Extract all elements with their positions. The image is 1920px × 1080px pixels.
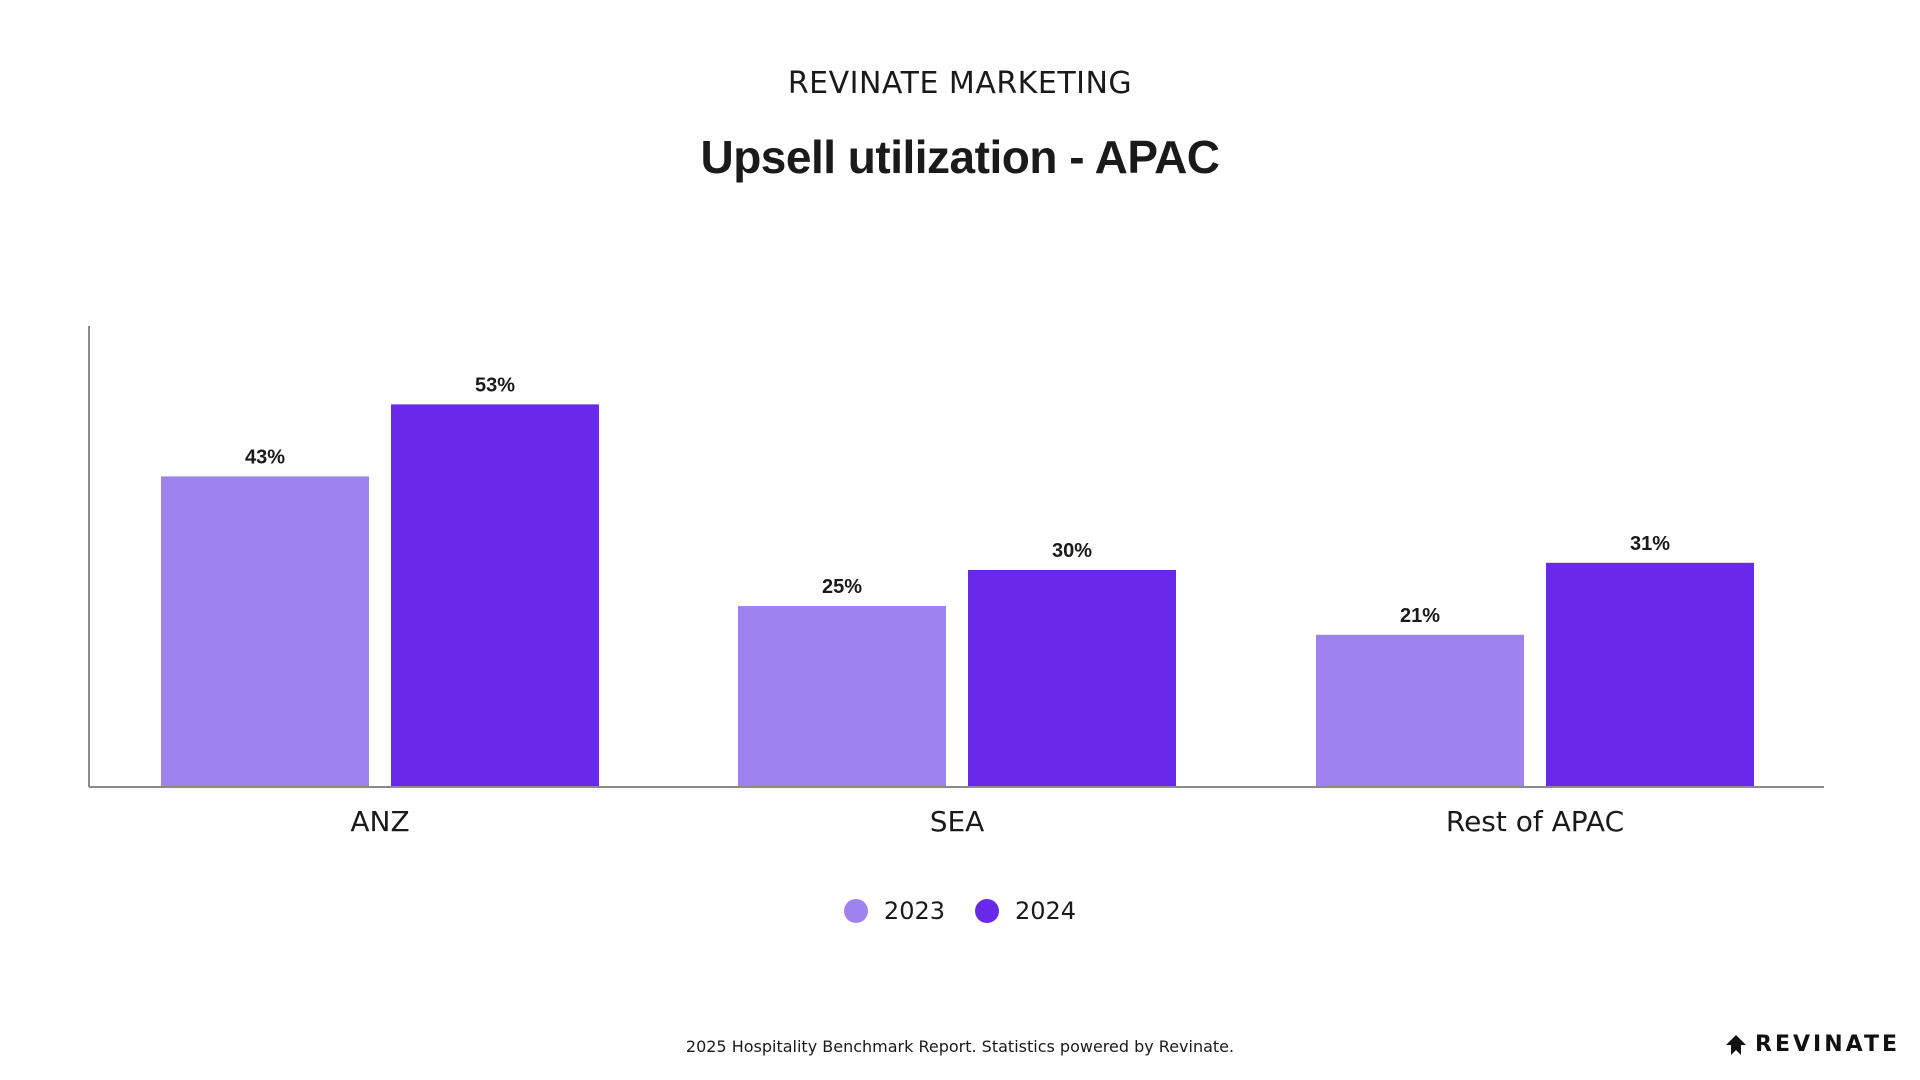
legend-swatch-2023 — [843, 899, 868, 923]
legend-swatch-2024 — [975, 899, 999, 923]
revinate-logo-icon — [1726, 1034, 1747, 1055]
data-label-2023-rest-of-apac: 21% — [1400, 605, 1440, 627]
data-label-2023-sea: 25% — [822, 576, 862, 598]
data-label-2024-sea: 30% — [1052, 540, 1092, 562]
brand-logo: REVINATE — [1725, 1032, 1900, 1057]
data-label-2023-anz: 43% — [245, 446, 285, 468]
legend-label-2023: 2023 — [883, 897, 945, 925]
chart-legend: 2023 2024 — [0, 897, 1920, 925]
chart-title: Upsell utilization - APAC — [700, 131, 1220, 183]
data-label-2024-rest-of-apac: 31% — [1630, 533, 1670, 555]
bar-chart: 43% 53% ANZ 25% 30% SEA 21% 31% Rest of APAC — [88, 326, 1824, 838]
bar-2023-sea — [738, 606, 946, 786]
footer-credit: 2025 Hospitality Benchmark Report. Stati… — [685, 1037, 1235, 1056]
x-tick-label-anz: ANZ — [350, 805, 409, 838]
legend-label-2024: 2024 — [1015, 897, 1077, 925]
bar-2024-sea — [968, 570, 1176, 786]
bar-2023-anz — [161, 476, 369, 786]
legend-item-2024: 2024 — [975, 897, 1076, 925]
x-tick-label-rest-of-apac: Rest of APAC — [1446, 805, 1624, 838]
brand-name: REVINATE — [1755, 1032, 1900, 1057]
legend-item-2023: 2023 — [843, 897, 945, 925]
bar-2024-anz — [391, 404, 599, 786]
data-label-2024-anz: 53% — [475, 374, 515, 396]
bar-2024-rest-of-apac — [1546, 562, 1754, 786]
x-tick-label-sea: SEA — [930, 805, 985, 838]
report-eyebrow: REVINATE MARKETING — [787, 66, 1133, 101]
bar-2023-rest-of-apac — [1316, 634, 1524, 786]
